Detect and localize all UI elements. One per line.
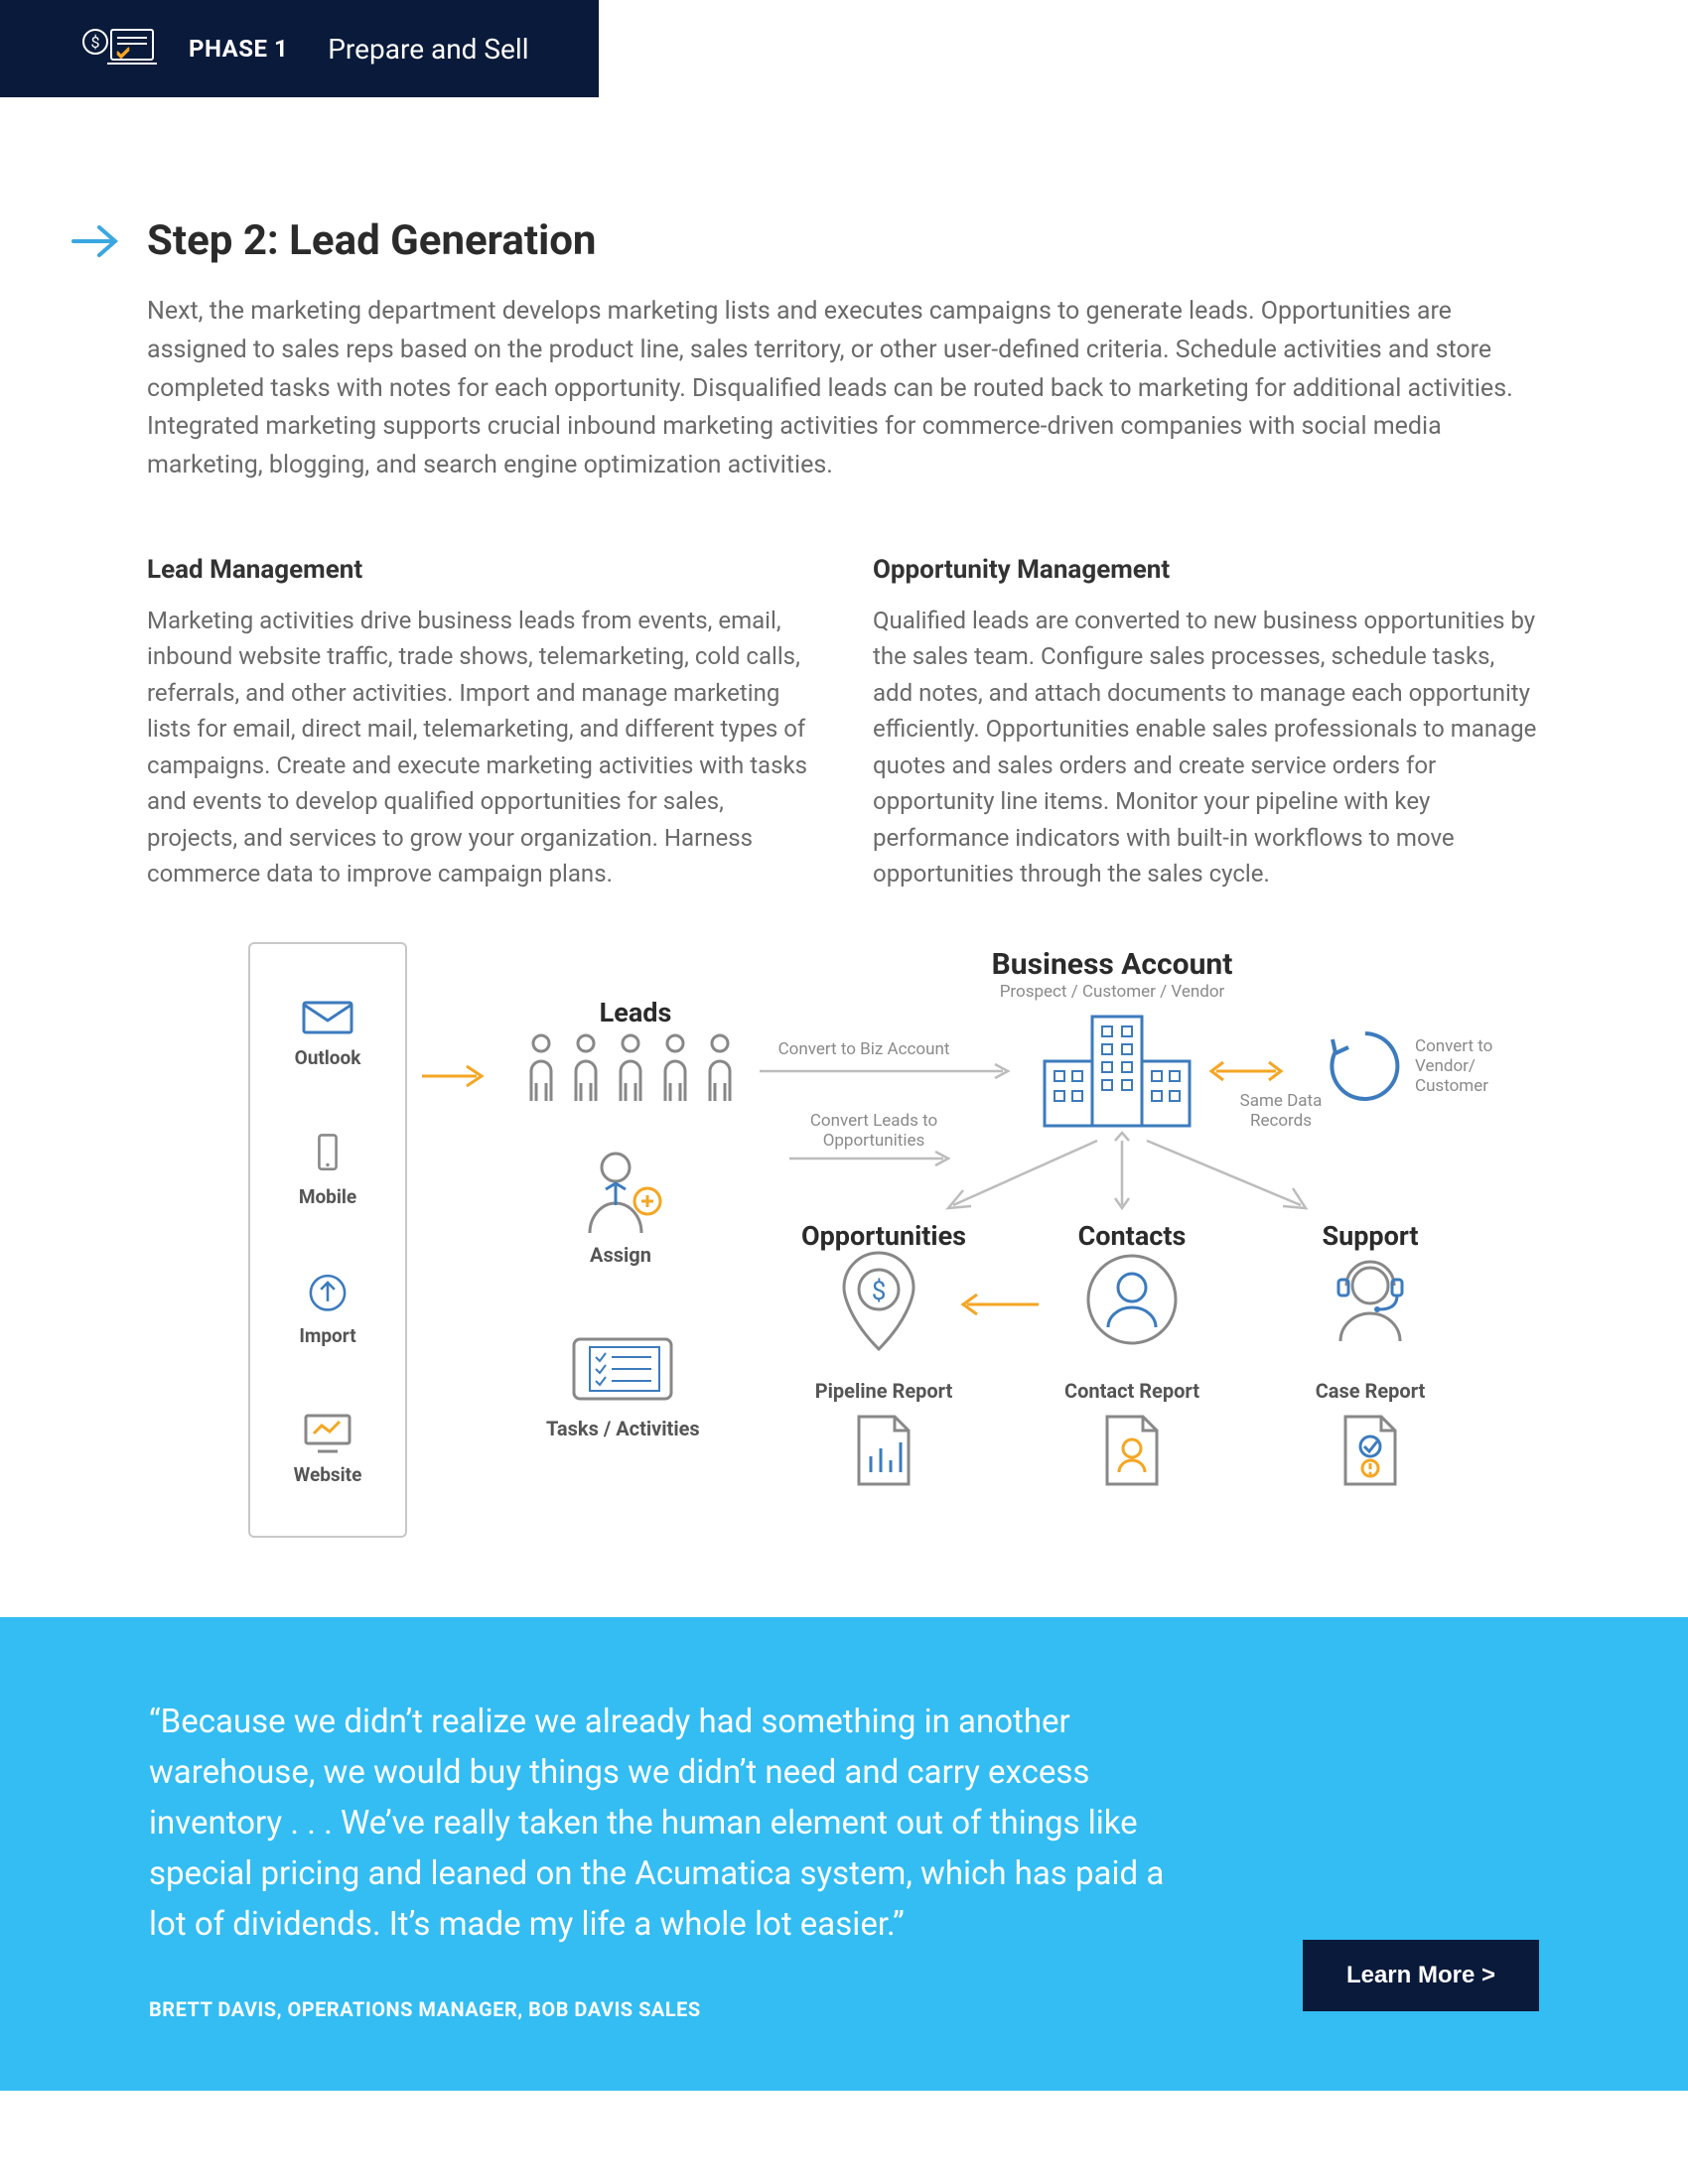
column-title: Lead Management xyxy=(147,555,813,585)
assign-label: Assign xyxy=(590,1243,651,1267)
contacts-label: Contacts xyxy=(1053,1220,1211,1252)
lead-flow-diagram: Outlook Mobile Import Website Leads xyxy=(189,932,1579,1558)
step-intro: Next, the marketing department develops … xyxy=(147,293,1539,485)
column-lead-management: Lead Management Marketing activities dri… xyxy=(147,555,813,892)
learn-more-button[interactable]: Learn More > xyxy=(1303,1940,1539,2011)
business-account-sub: Prospect / Customer / Vendor xyxy=(973,982,1251,1002)
cycle-icon xyxy=(1321,1022,1410,1111)
support-agent-icon xyxy=(1321,1250,1420,1349)
pipeline-report-block: Pipeline Report xyxy=(804,1379,963,1490)
people-icon xyxy=(516,1031,745,1111)
arrow-left-icon xyxy=(949,1290,1049,1319)
source-import: Import xyxy=(299,1271,355,1347)
building-icon xyxy=(1033,1007,1201,1136)
contact-report-label: Contact Report xyxy=(1064,1379,1199,1403)
phase-title: Prepare and Sell xyxy=(328,33,528,66)
phase-banner: $ PHASE 1 Prepare and Sell xyxy=(0,0,599,97)
case-report-label: Case Report xyxy=(1316,1379,1426,1403)
column-opportunity-management: Opportunity Management Qualified leads a… xyxy=(873,555,1539,892)
svg-text:$: $ xyxy=(872,1277,887,1306)
support-label: Support xyxy=(1291,1220,1450,1252)
upload-icon xyxy=(300,1271,355,1318)
same-data-label: Same Data Records xyxy=(1231,1091,1331,1132)
case-report-block: Case Report xyxy=(1291,1379,1450,1490)
testimonial-text: “Because we didn’t realize we already ha… xyxy=(149,1697,1201,1951)
column-body: Qualified leads are converted to new bus… xyxy=(873,603,1539,892)
svg-text:$: $ xyxy=(91,33,100,52)
contact-icon xyxy=(1082,1250,1182,1349)
tasks-label: Tasks / Activities xyxy=(546,1417,700,1440)
tablet-checklist-icon xyxy=(568,1329,677,1409)
column-body: Marketing activities drive business lead… xyxy=(147,603,813,892)
document-chart-icon xyxy=(849,1411,918,1490)
source-label: Mobile xyxy=(299,1185,356,1208)
mobile-icon xyxy=(300,1132,355,1179)
arrow-icon xyxy=(417,1061,496,1091)
document-person-icon xyxy=(1097,1411,1167,1490)
pipeline-report-label: Pipeline Report xyxy=(815,1379,953,1403)
opportunities-label: Opportunities xyxy=(774,1220,993,1252)
business-account-title: Business Account xyxy=(973,947,1251,982)
arrow-icon xyxy=(755,1061,1023,1081)
fan-arrows-icon xyxy=(923,1131,1340,1220)
contact-report-block: Contact Report xyxy=(1053,1379,1211,1490)
person-assign-icon xyxy=(576,1146,665,1235)
source-label: Website xyxy=(294,1463,362,1486)
column-title: Opportunity Management xyxy=(873,555,1539,585)
dollar-pin-icon: $ xyxy=(834,1250,923,1359)
phase-label: PHASE 1 xyxy=(189,35,288,63)
convert-vendor-label: Convert to Vendor/ Customer xyxy=(1415,1036,1534,1097)
double-arrow-icon xyxy=(1201,1056,1291,1086)
source-website: Website xyxy=(294,1410,362,1486)
source-label: Import xyxy=(299,1324,355,1347)
sources-box: Outlook Mobile Import Website xyxy=(248,942,407,1538)
envelope-icon xyxy=(300,993,355,1040)
assign-block: Assign xyxy=(576,1146,665,1267)
source-label: Outlook xyxy=(295,1046,361,1069)
testimonial-band: “Because we didn’t realize we already ha… xyxy=(0,1617,1688,2092)
leads-label: Leads xyxy=(566,997,705,1028)
step-heading: Step 2: Lead Generation xyxy=(147,216,596,265)
dollar-laptop-icon: $ xyxy=(79,24,159,73)
arrow-right-icon xyxy=(70,223,121,259)
source-outlook: Outlook xyxy=(295,993,361,1069)
monitor-icon xyxy=(300,1410,355,1457)
document-check-icon xyxy=(1336,1411,1405,1490)
convert-biz-label: Convert to Biz Account xyxy=(755,1039,973,1059)
tasks-block: Tasks / Activities xyxy=(546,1329,700,1440)
source-mobile: Mobile xyxy=(299,1132,356,1208)
